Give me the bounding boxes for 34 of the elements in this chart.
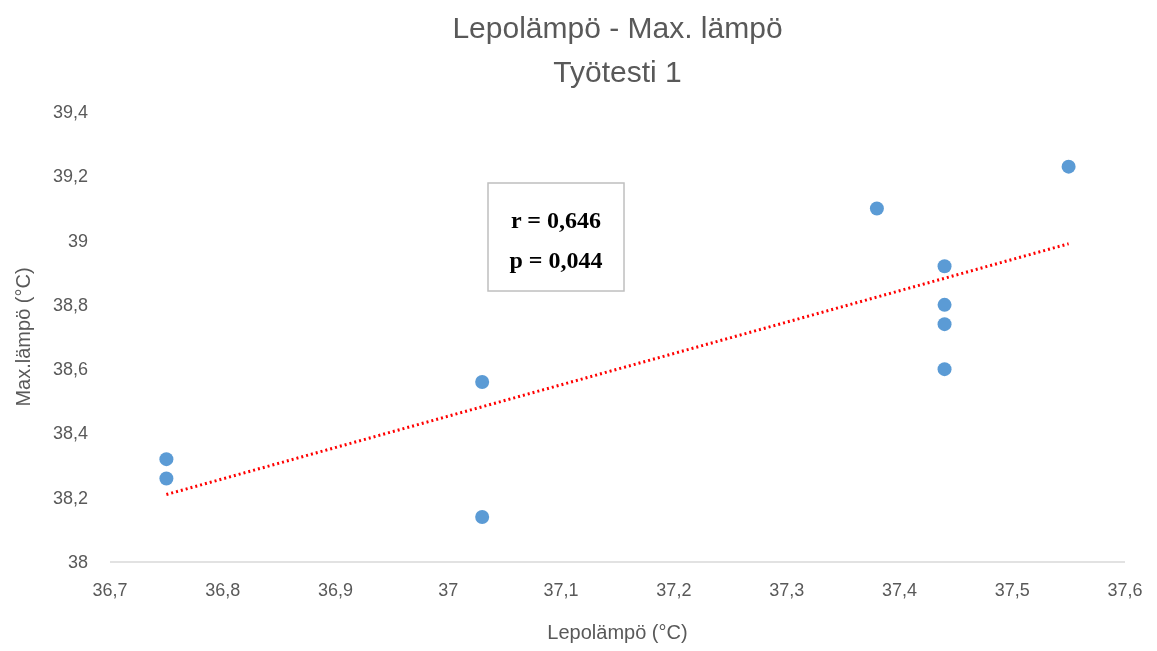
x-tick-label: 37,1 — [543, 580, 579, 600]
y-tick-label: 38,8 — [52, 294, 88, 315]
point — [1061, 159, 1076, 174]
x-tick-label: 37,3 — [769, 580, 805, 600]
y-tick-label: 38,4 — [52, 423, 88, 444]
y-axis-title: Max.lämpö (°C) — [12, 267, 34, 407]
point — [159, 471, 174, 486]
y-tick-label: 38,2 — [52, 487, 88, 508]
x-tick-label: 37 — [438, 580, 459, 600]
y-tick-label: 39,4 — [52, 102, 88, 122]
x-axis-title: Lepolämpö (°C) — [547, 621, 688, 643]
chart-subtitle: Työtesti 1 — [553, 55, 682, 88]
x-tick-label: 36,8 — [205, 580, 241, 600]
y-tick-label: 38,6 — [52, 359, 88, 380]
x-tick-label: 37,6 — [1107, 580, 1143, 600]
y-tick-label: 39 — [67, 230, 88, 251]
chart-title: Lepolämpö - Max. lämpö — [452, 11, 783, 44]
x-tick-label: 37,4 — [881, 580, 917, 600]
point — [937, 362, 952, 377]
point — [869, 201, 884, 216]
annotation: p = 0,044 — [509, 247, 603, 273]
point — [475, 510, 490, 524]
point — [159, 452, 174, 467]
x-tick-label: 37,2 — [656, 580, 692, 600]
annotation: r = 0,646 — [511, 207, 601, 233]
point — [937, 317, 952, 332]
point — [937, 297, 952, 312]
point — [475, 375, 490, 389]
x-tick-label: 37,5 — [994, 580, 1030, 600]
x-tick-label: 36,9 — [318, 580, 354, 600]
y-tick-label: 38 — [67, 552, 88, 572]
point — [937, 259, 952, 274]
y-tick-label: 39,2 — [52, 166, 88, 187]
x-tick-label: 36,7 — [92, 580, 128, 600]
